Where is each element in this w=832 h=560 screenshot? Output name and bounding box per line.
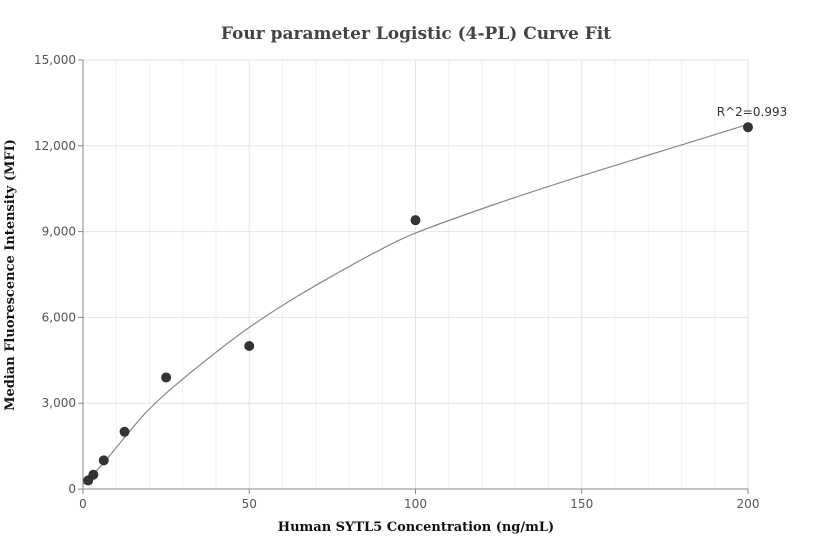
y-tick-label: 6,000 bbox=[42, 310, 76, 324]
r-squared-annotation: R^2=0.993 bbox=[717, 105, 787, 119]
x-axis-title: Human SYTL5 Concentration (ng/mL) bbox=[278, 520, 554, 535]
y-tick-label: 3,000 bbox=[42, 396, 76, 410]
grid bbox=[83, 59, 749, 489]
data-point[interactable] bbox=[410, 215, 421, 226]
x-tick-label: 150 bbox=[570, 497, 593, 511]
data-point[interactable] bbox=[88, 469, 99, 480]
y-tick-label: 15,000 bbox=[34, 53, 76, 67]
data-points bbox=[83, 122, 753, 486]
annotations: R^2=0.993 bbox=[717, 105, 787, 119]
x-tick-label: 0 bbox=[79, 497, 87, 511]
chart-title: Four parameter Logistic (4-PL) Curve Fit bbox=[221, 24, 611, 44]
y-tick-label: 9,000 bbox=[42, 225, 76, 239]
y-tick-label: 12,000 bbox=[34, 139, 76, 153]
data-point[interactable] bbox=[119, 426, 130, 437]
x-tick-label: 100 bbox=[404, 497, 427, 511]
x-tick-label: 200 bbox=[737, 497, 760, 511]
data-point[interactable] bbox=[244, 341, 255, 351]
y-tick-label: 0 bbox=[68, 482, 76, 496]
data-point[interactable] bbox=[161, 372, 172, 383]
y-axis-title: Median Fluorescence Intensity (MFI) bbox=[3, 139, 18, 411]
x-tick-label: 50 bbox=[242, 497, 257, 511]
tick-labels: 0 50 100 150 200 0 3,000 6,000 9,000 12,000 15,000 bbox=[34, 53, 759, 511]
data-point[interactable] bbox=[743, 122, 753, 133]
data-point[interactable] bbox=[98, 455, 109, 466]
axes bbox=[78, 59, 749, 494]
